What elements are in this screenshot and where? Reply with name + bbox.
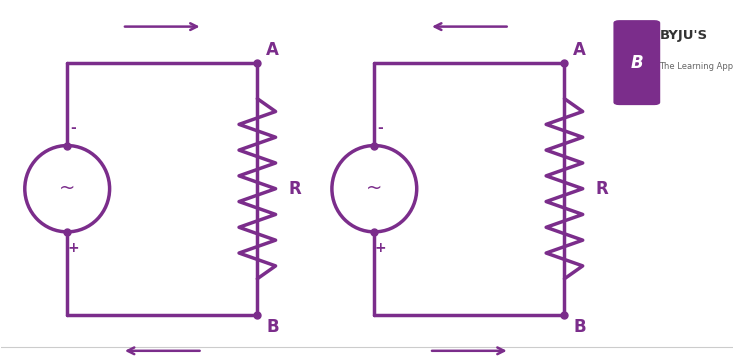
Text: R: R [596, 180, 608, 198]
Text: B: B [266, 318, 279, 337]
Text: A: A [573, 41, 586, 59]
Text: -: - [70, 121, 76, 135]
Text: -: - [377, 121, 383, 135]
Text: +: + [68, 241, 79, 255]
Text: +: + [374, 241, 386, 255]
Text: A: A [266, 41, 279, 59]
Text: ~: ~ [366, 179, 382, 198]
Ellipse shape [25, 146, 109, 232]
Text: ~: ~ [59, 179, 76, 198]
FancyBboxPatch shape [614, 20, 660, 105]
Text: The Learning App: The Learning App [659, 62, 734, 71]
Text: BYJU'S: BYJU'S [659, 29, 707, 42]
Text: R: R [289, 180, 302, 198]
Text: B: B [573, 318, 586, 337]
Ellipse shape [332, 146, 417, 232]
Text: B: B [631, 54, 644, 72]
